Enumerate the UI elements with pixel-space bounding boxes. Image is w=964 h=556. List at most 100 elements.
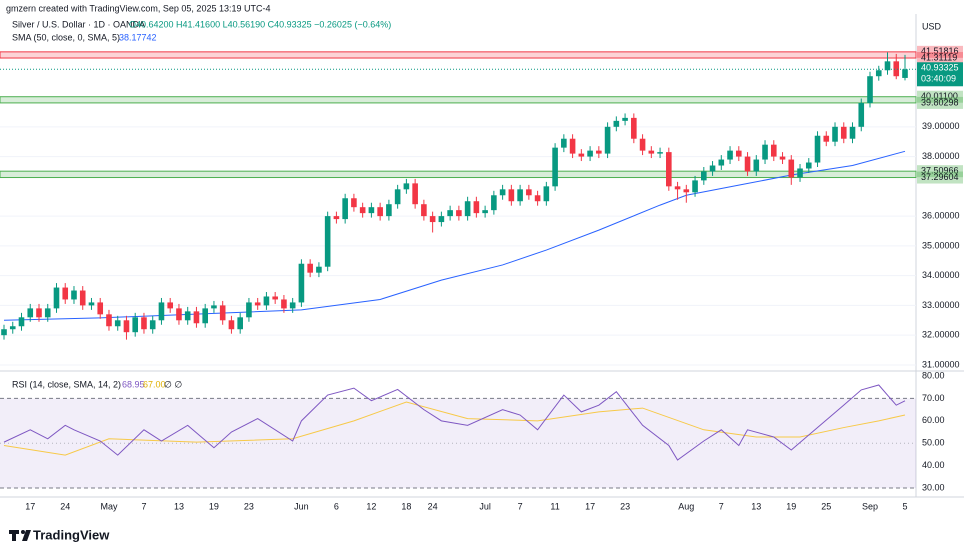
zone: [0, 51, 917, 59]
candle-body: [211, 305, 217, 309]
candle-body: [753, 159, 760, 172]
sma-value: 38.17742: [119, 32, 157, 42]
candle-body: [36, 308, 42, 318]
rsi-tick-label: 70.00: [922, 393, 945, 403]
candle-body: [88, 302, 95, 306]
candle-body: [604, 126, 611, 154]
rsi-legend: RSI (14, close, SMA, 14, 2): [12, 379, 121, 389]
candle-body: [893, 61, 900, 77]
x-tick-label: 24: [60, 501, 70, 511]
candle-body: [727, 150, 733, 160]
x-tick-label: 12: [366, 501, 376, 511]
rsi-tick-label: 30.00: [922, 482, 945, 492]
candle-body: [631, 117, 637, 139]
candle-body: [657, 152, 663, 154]
candle-body: [176, 308, 182, 321]
chart-title: Silver / U.S. Dollar · 1D · OANDA: [12, 19, 145, 29]
zone-label: 41.51816: [921, 46, 959, 56]
y-tick-label: 33.00000: [922, 300, 960, 310]
candle-body: [718, 159, 725, 166]
rsi-tick-label: 60.00: [922, 415, 945, 425]
candle-body: [709, 165, 716, 172]
candle-body: [438, 216, 445, 223]
rsi-extra: ∅ ∅: [164, 379, 182, 389]
candle-body: [141, 317, 147, 330]
zone-label-box: [917, 90, 963, 103]
candle-body: [902, 69, 908, 78]
candle-body: [324, 216, 331, 267]
zone-label: 41.31119: [921, 52, 957, 62]
x-tick-label: 19: [209, 501, 219, 511]
candle-body: [62, 287, 69, 300]
candle-body: [578, 153, 585, 157]
candle-body: [158, 302, 165, 321]
candle-body: [316, 266, 322, 273]
candle-body: [875, 70, 882, 77]
candle-body: [858, 103, 865, 127]
candle-body: [9, 326, 16, 330]
sma-line: [3, 150, 906, 321]
candle-body: [473, 201, 480, 214]
candle-body: [123, 320, 130, 333]
candle-body: [884, 61, 891, 71]
y-tick-label: 32.00000: [922, 330, 960, 340]
x-tick-label: May: [100, 501, 118, 511]
candle-body: [613, 120, 620, 127]
candle-body: [106, 314, 112, 327]
candle-body: [237, 317, 243, 330]
y-tick-label: 35.00000: [922, 240, 960, 250]
zone-label: 40.01100: [921, 91, 958, 101]
rsi-value: 68.95: [122, 379, 145, 389]
price-label: 40.93325: [921, 63, 959, 73]
candle-body: [639, 138, 646, 151]
candle-body: [421, 204, 427, 217]
candle-body: [805, 162, 812, 169]
candle-body: [508, 189, 515, 202]
x-tick-label: 19: [786, 501, 796, 511]
zone: [0, 96, 917, 104]
y-tick-label: 36.00000: [922, 210, 960, 220]
candle-body: [429, 216, 436, 223]
candle-body: [298, 263, 305, 303]
logo-icon: [22, 530, 31, 541]
candle-body: [394, 189, 401, 205]
candle-body: [167, 302, 174, 309]
x-tick-label: 18: [401, 501, 411, 511]
ohlc-header: O40.64200 H41.41600 L40.56190 C40.93325 …: [129, 19, 391, 29]
x-tick-label: 13: [174, 501, 184, 511]
candle-body: [403, 183, 410, 190]
candle-body: [263, 296, 270, 306]
candle-body: [491, 195, 497, 211]
candle-body: [359, 207, 366, 214]
candle-body: [246, 302, 252, 318]
rsi-sma-line: [3, 401, 906, 456]
candle-body: [701, 171, 707, 181]
watermark: gmzern created with TradingView.com, Sep…: [6, 3, 270, 13]
x-tick-label: 23: [244, 501, 254, 511]
candle-body: [849, 126, 856, 139]
rsi-band: [0, 398, 916, 489]
zone-label-box: [917, 96, 963, 109]
candle-body: [543, 186, 550, 202]
candle-body: [254, 302, 261, 306]
candle-body: [219, 305, 226, 321]
candle-body: [97, 302, 104, 315]
candle-body: [71, 290, 77, 300]
candle-body: [149, 320, 156, 330]
zone: [0, 170, 917, 179]
x-tick-label: 13: [751, 501, 761, 511]
candle-body: [552, 147, 558, 187]
candle-body: [779, 156, 786, 160]
candle-body: [79, 290, 86, 306]
x-tick-label: 23: [620, 501, 630, 511]
x-tick-label: 7: [518, 501, 523, 511]
candle-body: [456, 210, 462, 217]
candle-body: [674, 186, 681, 190]
candle-body: [648, 150, 655, 154]
candle-body: [132, 317, 139, 333]
candle-body: [333, 216, 340, 220]
candle-body: [27, 308, 34, 318]
candle-body: [534, 195, 541, 202]
